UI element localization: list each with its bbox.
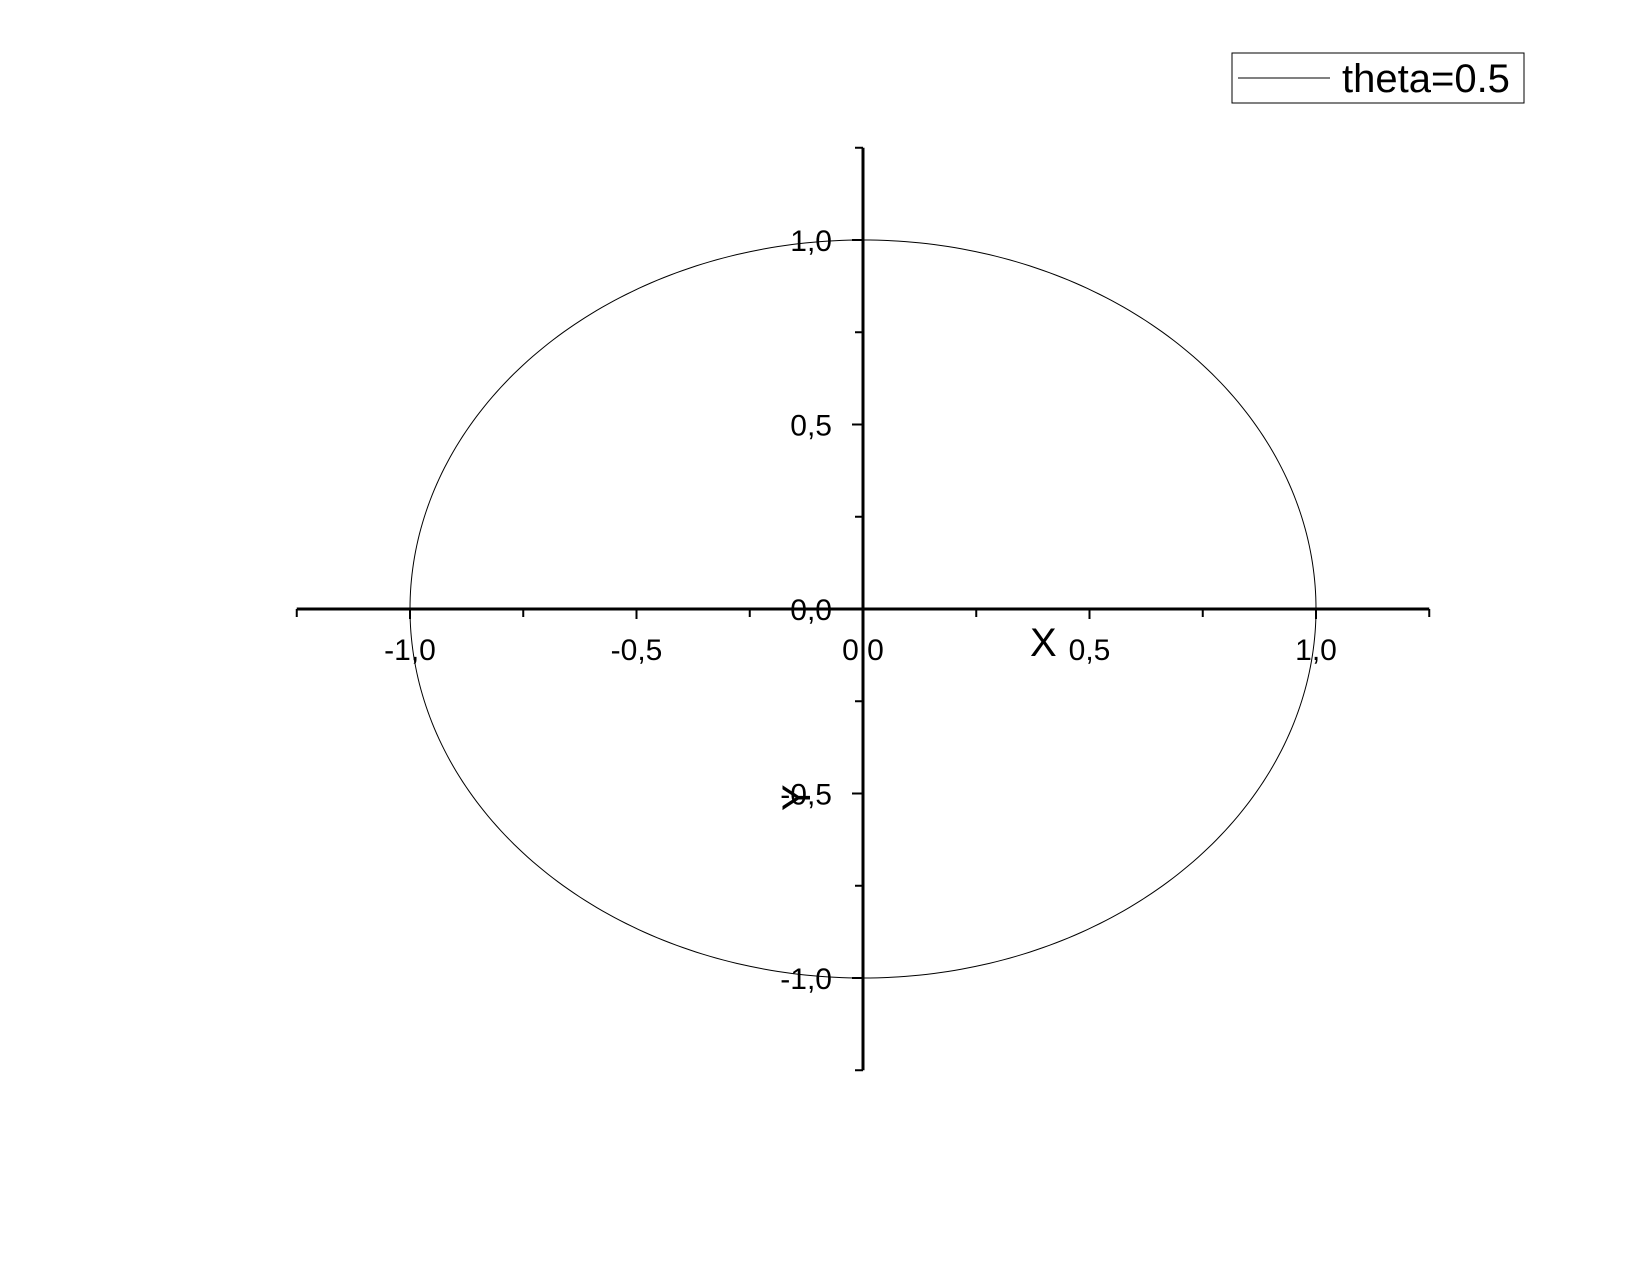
x-axis-title: X [1030,621,1057,665]
x-tick-label: -0,5 [611,634,663,667]
y-tick-label: 1,0 [790,225,832,258]
y-tick-label: -0,5 [780,779,832,812]
y-tick-label: -1,0 [780,963,832,996]
x-tick-label: 0,0 [842,634,884,667]
x-tick-label: -1,0 [384,634,436,667]
x-tick-label: 1,0 [1295,634,1337,667]
legend: theta=0.5 [1231,52,1525,104]
x-tick-label: 0,5 [1069,634,1111,667]
y-tick-label: 0,0 [790,594,832,627]
y-axis-title: Y [775,784,819,811]
plot-area: -1,0 -0,5 0,0 0,5 1,0 -1,0 -0,5 0,0 0,5 1,0 [295,146,1431,1072]
legend-label-theta-0-5: theta=0.5 [1342,57,1510,101]
y-tick-label: 0,5 [790,410,832,443]
